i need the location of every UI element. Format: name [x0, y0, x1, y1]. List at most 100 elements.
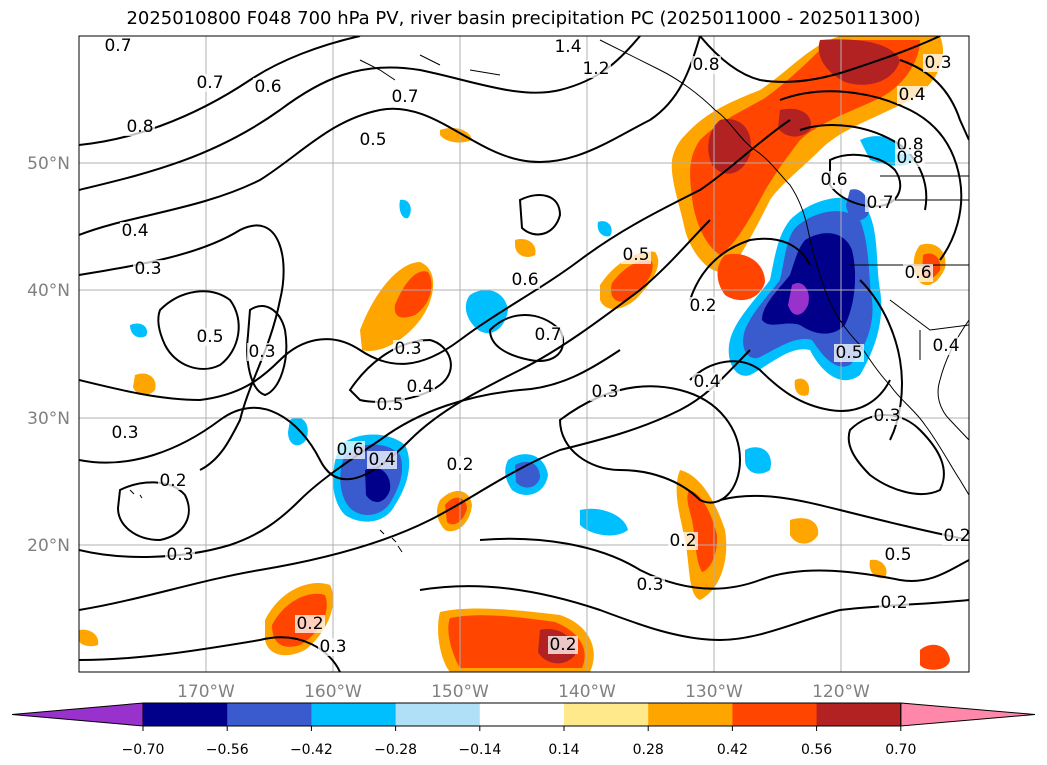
contour-label: 0.2 [943, 526, 970, 546]
colorbar-segment [648, 703, 733, 726]
contour-label: 0.4 [932, 336, 959, 356]
contour-label-bg [125, 118, 155, 136]
map-frame [78, 35, 970, 673]
contour-label: 0.3 [248, 342, 275, 362]
map-title: 2025010800 F048 700 hPa PV, river basin … [126, 8, 921, 29]
contour-label: 0.5 [884, 545, 911, 565]
contour-label-bg [590, 383, 620, 401]
contour-labels: 0.7 0.7 0.6 0.8 0.4 0.3 0.5 0.3 0.3 0.2 0.3 0.2 0.3 0… [103, 36, 970, 657]
contour-label: 0.5 [622, 245, 649, 265]
contour-label: 0.3 [111, 423, 138, 443]
colorbar-extend-low [11, 702, 144, 727]
contour-label: 0.5 [196, 327, 223, 347]
colorbar-segment [227, 703, 312, 726]
lon-label: 120°W [812, 682, 870, 702]
contour-label: 0.8 [126, 117, 153, 137]
contour-label: 0.2 [689, 296, 716, 316]
lon-label: 150°W [431, 682, 489, 702]
contour-label-bg [872, 407, 902, 425]
contour-label-bg [295, 615, 325, 633]
contour-label-bg [931, 337, 961, 355]
colorbar-tick-label: 0.28 [633, 742, 664, 758]
contour-label-bg [553, 38, 583, 56]
contour-label-bg [110, 424, 140, 442]
colorbar-segment [479, 703, 565, 726]
contour-label: 0.4 [898, 85, 925, 105]
contour-label: 0.2 [446, 455, 473, 475]
contour-label-bg [405, 378, 435, 396]
map-gridlines [79, 36, 969, 672]
colorbar-segment [816, 703, 902, 726]
colorbar-outline [142, 702, 902, 727]
contour-label-bg [691, 56, 721, 74]
lat-label: 40°N [27, 281, 70, 301]
contour-label-bg [819, 171, 849, 189]
contour-label-bg [879, 594, 909, 612]
axis-labels: 170°W 160°W 150°W 140°W 130°W 120°W 50°N… [27, 154, 870, 702]
contour-label: 0.5 [835, 343, 862, 363]
contour-label: 0.2 [880, 593, 907, 613]
contour-label: 0.4 [406, 377, 433, 397]
lon-label: 130°W [685, 682, 743, 702]
contour-label-bg [390, 88, 420, 106]
contour-label: 0.3 [319, 637, 346, 657]
contour-label-bg [635, 576, 665, 594]
contour-label-bg [668, 532, 698, 550]
contour-label: 0.3 [166, 545, 193, 565]
lat-label: 20°N [27, 536, 70, 556]
contour-label: 0.3 [134, 259, 161, 279]
contour-label-bg [581, 60, 611, 78]
colorbar-tick-label: 0.70 [885, 742, 916, 758]
contour-label: 0.5 [359, 130, 386, 150]
contour-label: 0.3 [924, 53, 951, 73]
contour-label: 0.8 [896, 148, 923, 168]
map-plot-area: 0.7 0.7 0.6 0.8 0.4 0.3 0.5 0.3 0.3 0.2 0.3 0.2 0.3 0… [79, 36, 970, 672]
contour-label: 0.4 [368, 450, 395, 470]
contour-label: 0.7 [534, 325, 561, 345]
contour-label: 0.3 [394, 339, 421, 359]
contour-label-bg [253, 78, 283, 96]
contour-label-bg [897, 86, 927, 104]
contour-label: 0.7 [391, 87, 418, 107]
colorbar: −0.70 −0.56 −0.42 −0.28 −0.14 0.14 0.28 0.42 0.5… [11, 702, 1036, 758]
colorbar-segment [311, 703, 397, 726]
contour-label-bg [865, 194, 895, 212]
contour-label: 0.3 [636, 575, 663, 595]
colorbar-tick-label: −0.28 [374, 742, 417, 758]
contour-label-bg [688, 297, 718, 315]
contour-label-bg [375, 396, 405, 414]
colorbar-tick-label: −0.56 [206, 742, 249, 758]
contour-label: 0.3 [591, 382, 618, 402]
contour-label: 0.6 [904, 263, 931, 283]
contour-label-bg [393, 340, 423, 358]
contour-label-bg [120, 222, 150, 240]
contour-label: 0.2 [669, 531, 696, 551]
contour-label: 0.7 [104, 36, 131, 56]
contour-label-bg [195, 74, 225, 92]
colorbar-segment [732, 703, 818, 726]
contour-label: 0.8 [692, 55, 719, 75]
contour-label: 0.3 [873, 406, 900, 426]
contour-label-bg [548, 636, 578, 654]
contour-label: 0.6 [820, 170, 847, 190]
contour-label: 0.7 [196, 73, 223, 93]
contour-label-bg [621, 246, 651, 264]
contour-label-bg [942, 527, 969, 545]
colorbar-extend-high [900, 702, 1036, 727]
lat-label: 50°N [27, 154, 70, 174]
contour-label-bg [158, 472, 188, 490]
lat-label: 30°N [27, 409, 70, 429]
contour-label-bg [195, 328, 225, 346]
contour-label-bg [335, 441, 365, 459]
colorbar-segment [395, 703, 481, 726]
contour-label: 0.2 [549, 635, 576, 655]
colorbar-tick-label: −0.14 [458, 742, 501, 758]
pv-contours [79, 36, 969, 672]
contour-label-bg [247, 343, 277, 361]
contour-label-bg [903, 264, 933, 282]
contour-label: 0.2 [159, 471, 186, 491]
contour-label-bg [367, 451, 397, 469]
contour-label-bg [533, 326, 563, 344]
contour-label-bg [358, 131, 388, 149]
